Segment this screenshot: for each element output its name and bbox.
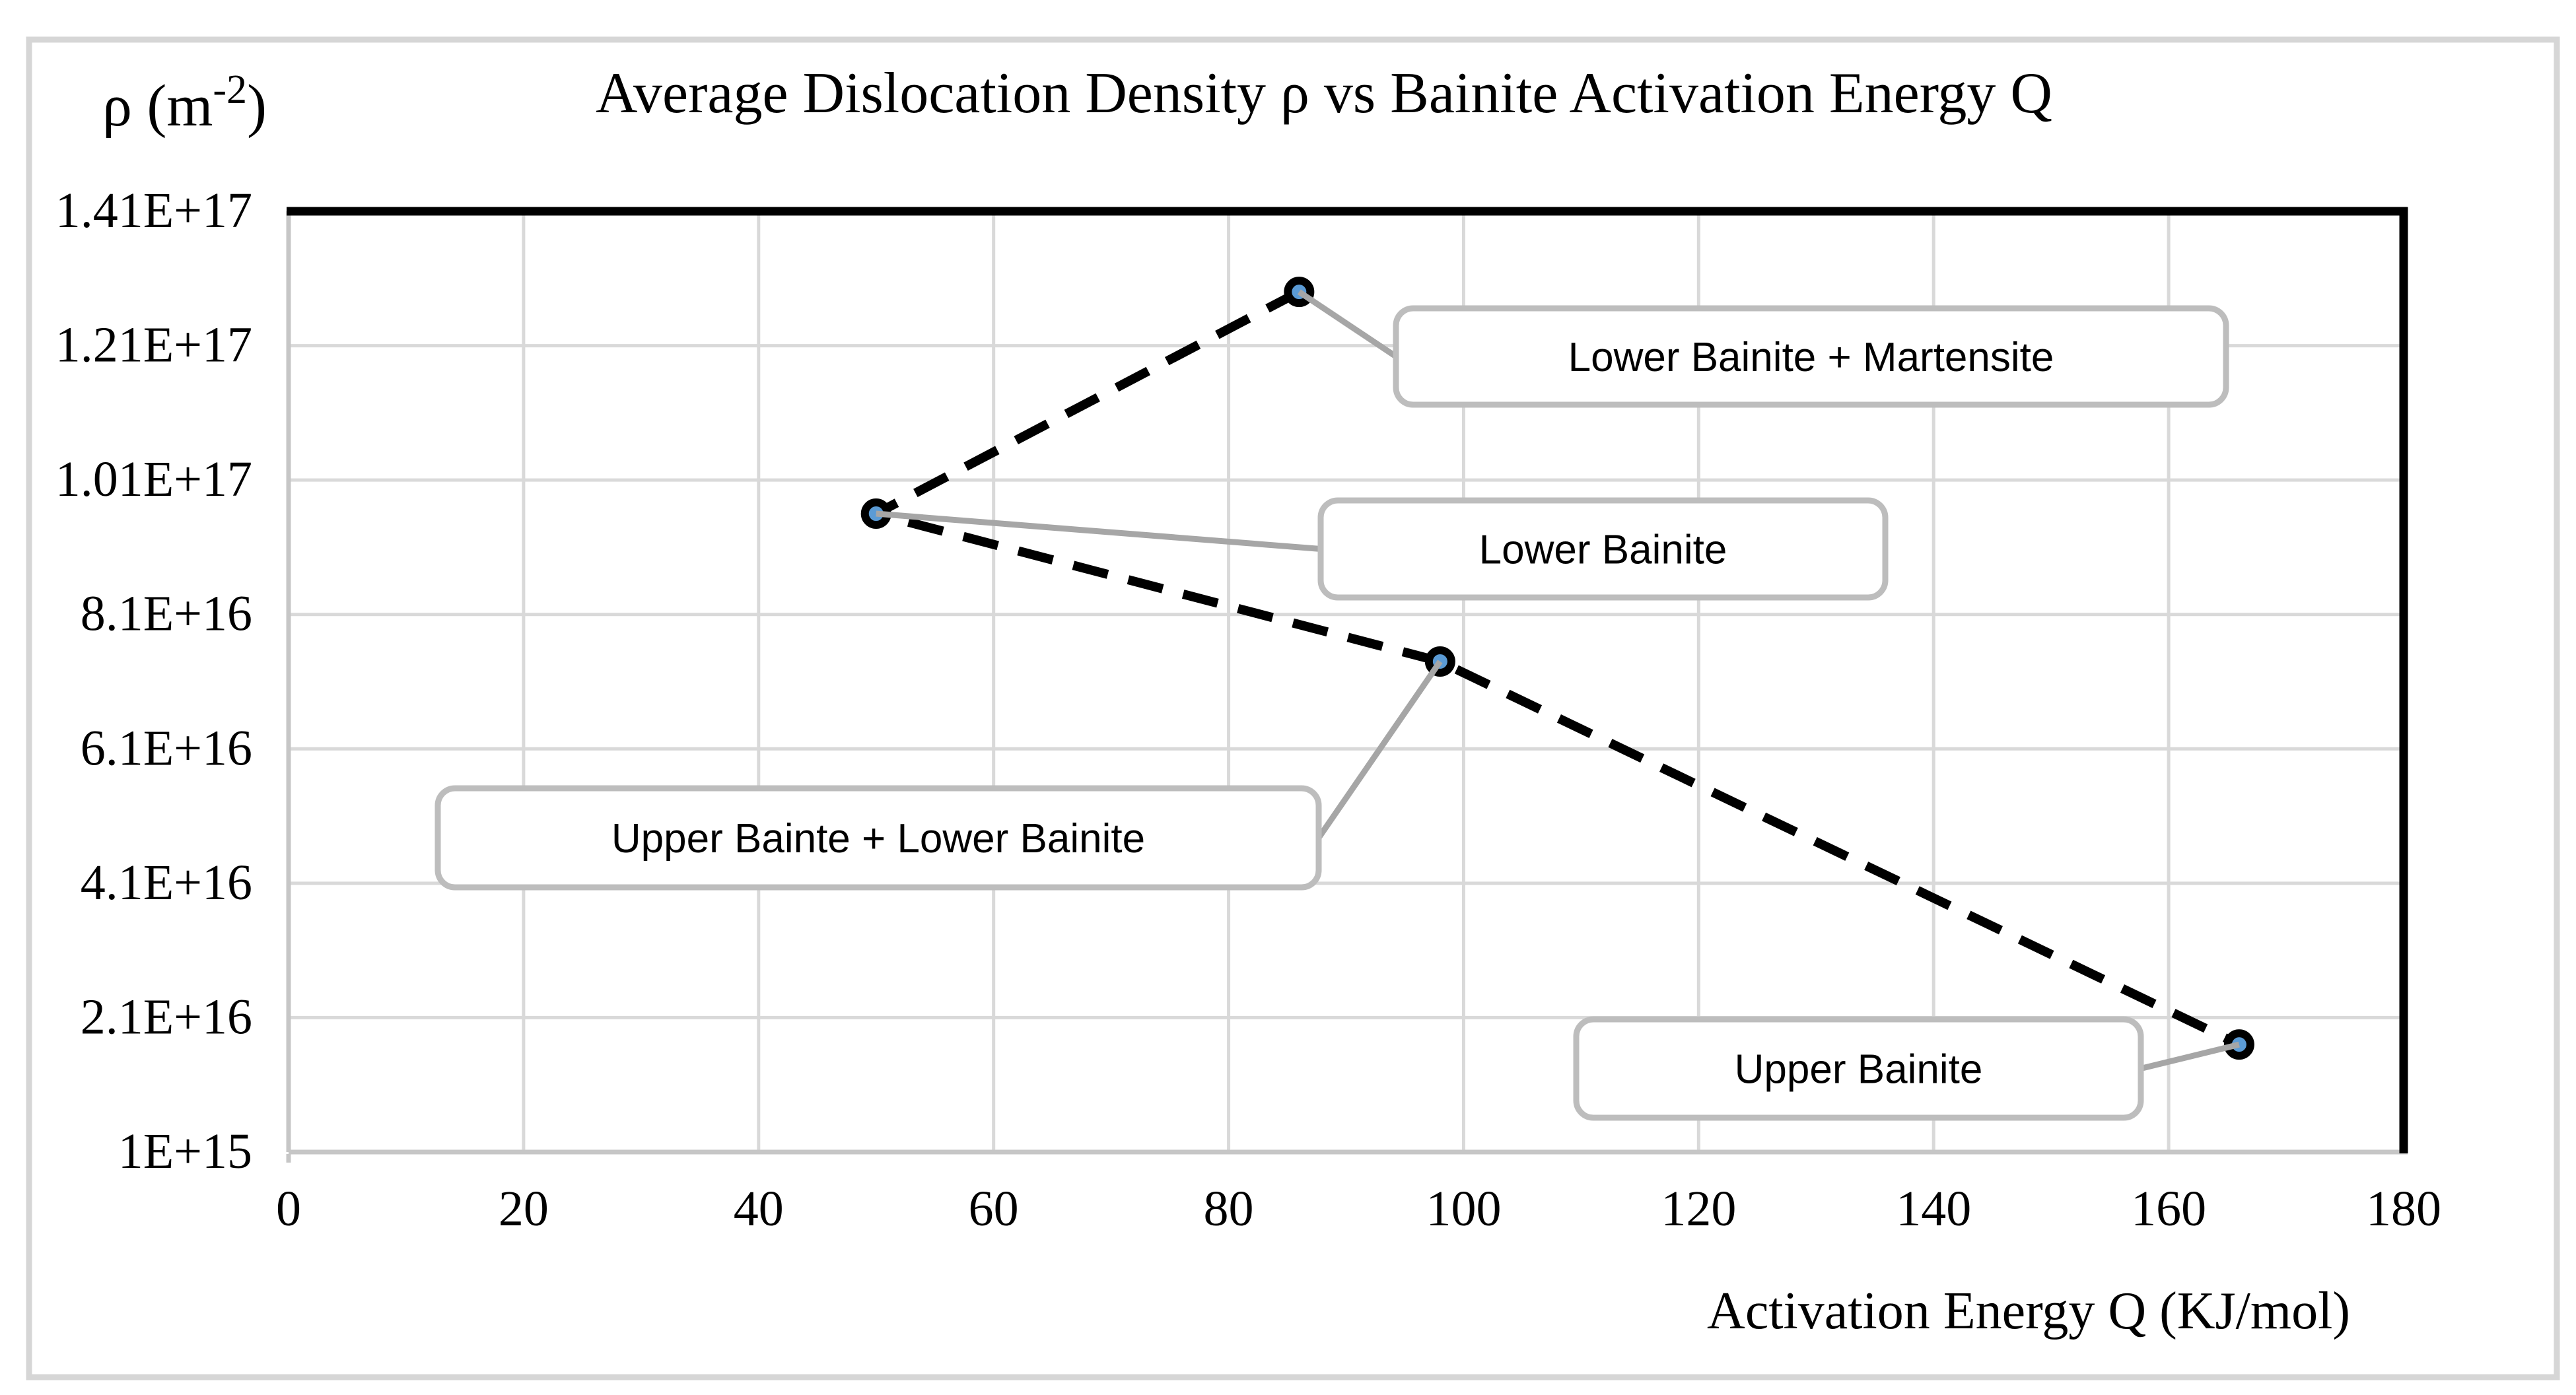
y-tick-label: 1.01E+17 — [55, 452, 252, 507]
y-tick-label: 1.41E+17 — [55, 183, 252, 238]
callout-box — [1573, 1016, 2144, 1121]
x-tick-label: 80 — [1204, 1181, 1254, 1237]
y-tick-label: 1.21E+17 — [55, 318, 252, 373]
x-tick-label: 40 — [734, 1181, 784, 1237]
callouts: Lower Bainite + Martensite Lower Bainite U… — [435, 289, 2240, 1121]
x-tick-label: 0 — [276, 1181, 301, 1237]
callout-label: Lower Bainite — [1479, 527, 1727, 573]
x-tick-label: 160 — [2131, 1181, 2206, 1237]
chart-title: Average Dislocation Density ρ vs Bainite… — [596, 61, 2052, 125]
callout-leader-line — [876, 510, 1321, 552]
callout-leader-line — [1297, 289, 1398, 359]
x-tick-label: 100 — [1426, 1181, 1501, 1237]
y-tick-label: 6.1E+16 — [81, 720, 252, 776]
y-tick-label: 1E+15 — [118, 1124, 252, 1179]
y-tick-label: 8.1E+16 — [81, 586, 252, 642]
callout-label: Upper Bainite — [1735, 1047, 1983, 1093]
figure-border — [26, 36, 2560, 1380]
callout-label: Lower Bainite + Martensite — [1568, 335, 2054, 380]
x-tick-label: 140 — [1896, 1181, 1971, 1237]
x-tick-label: 20 — [499, 1181, 549, 1237]
x-tick-label: 120 — [1661, 1181, 1736, 1237]
x-tick-label: 180 — [2366, 1181, 2441, 1237]
callout-label: Upper Bainte + Lower Bainite — [611, 816, 1145, 862]
y-tick-label: 2.1E+16 — [81, 989, 252, 1044]
callout-box — [1317, 497, 1889, 601]
callout-leader-line — [1316, 660, 1443, 840]
y-tick-label: 4.1E+16 — [81, 855, 252, 910]
callout-box — [1393, 305, 2229, 408]
x-axis-label: Activation Energy Q (KJ/mol) — [1707, 1282, 2350, 1340]
x-tick-label: 60 — [969, 1181, 1019, 1237]
axes — [286, 207, 2408, 1163]
data-series-line — [863, 287, 2241, 1049]
callout-leader-line — [2140, 1041, 2240, 1072]
callout-box — [435, 785, 1322, 891]
y-axis-unit-label: ρ (m-2) — [102, 67, 267, 139]
tick-labels: 0 20 40 60 80 100 120 140 160 180 1.41E+17 1.21E+17… — [55, 183, 2441, 1237]
